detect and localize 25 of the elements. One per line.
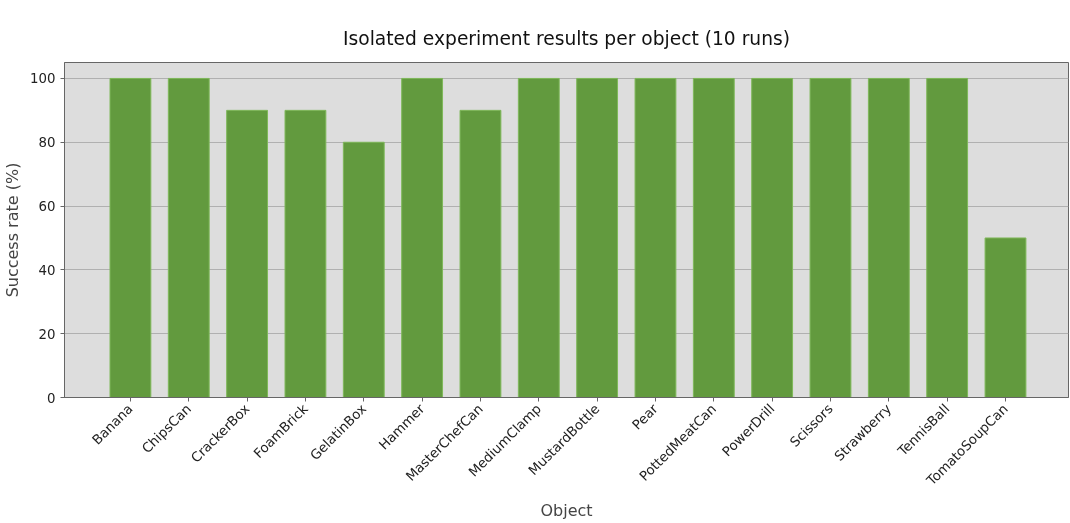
bar — [459, 109, 502, 398]
bar — [401, 77, 444, 398]
bar — [342, 141, 385, 398]
bar — [284, 109, 327, 398]
y-tick-label: 0 — [47, 390, 56, 406]
bar — [926, 77, 969, 398]
bar — [109, 77, 152, 398]
chart-title: Isolated experiment results per object (10 runs) — [343, 27, 790, 49]
bar — [751, 77, 794, 398]
bar — [226, 109, 269, 398]
y-tick-label: 80 — [38, 135, 56, 151]
bar — [634, 77, 677, 398]
bar — [984, 237, 1027, 398]
y-axis-title: Success rate (%) — [3, 162, 23, 298]
y-tick-label: 60 — [38, 199, 56, 215]
y-tick-label: 20 — [38, 326, 56, 342]
y-tick-label: 40 — [38, 262, 56, 278]
y-tick-label: 100 — [30, 71, 56, 87]
bar — [692, 77, 735, 398]
bar — [517, 77, 560, 398]
bar — [167, 77, 210, 398]
bar — [576, 77, 619, 398]
x-axis-title: Object — [540, 501, 593, 521]
bar — [867, 77, 910, 398]
bar — [809, 77, 852, 398]
